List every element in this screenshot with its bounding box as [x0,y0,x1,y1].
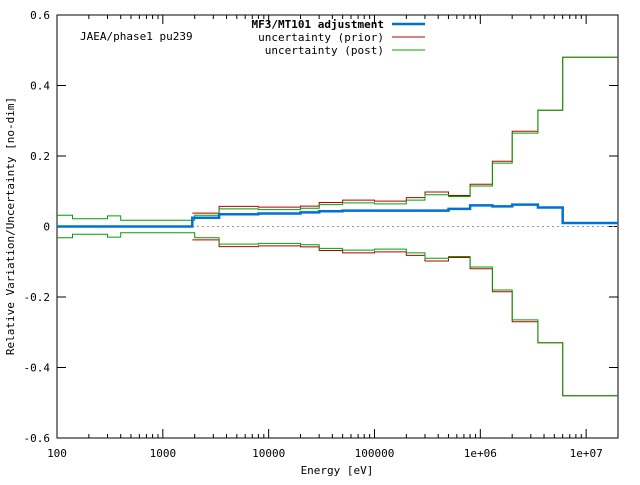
y-tick-label: 0.4 [30,80,50,93]
adjustment-line [57,203,618,228]
x-tick-label: 100000 [355,447,395,460]
x-tick-label: 10000 [252,447,285,460]
chart-annotation: JAEA/phase1 pu239 [80,30,193,43]
axis-ticks: 100 1000 10000 100000 1e+06 1e+07 -0.6 -0.4 -0.2… [24,9,618,460]
y-tick-label: -0.6 [24,432,51,445]
series-layer [57,56,618,397]
legend-label: uncertainty (post) [265,44,384,57]
y-tick-label: 0.6 [30,9,50,22]
y-tick-label: 0 [43,221,50,234]
prior-lower-line [192,239,618,397]
y-tick-label: -0.4 [24,362,51,375]
prior-upper-line [192,56,618,214]
y-tick-label: 0.2 [30,150,50,163]
x-tick-label: 1000 [150,447,177,460]
y-tick-label: -0.2 [24,291,51,304]
x-axis-label: Energy [eV] [301,464,374,477]
legend-label: MF3/MT101 adjustment [252,18,384,31]
post-upper-line [57,56,618,221]
x-tick-label: 100 [47,447,67,460]
y-axis-label: Relative Variation/Uncertainty [no-dim] [4,97,17,355]
legend-label: uncertainty (prior) [258,31,384,44]
post-lower-line [57,232,618,397]
x-tick-label: 1e+07 [570,447,603,460]
x-tick-label: 1e+06 [464,447,497,460]
